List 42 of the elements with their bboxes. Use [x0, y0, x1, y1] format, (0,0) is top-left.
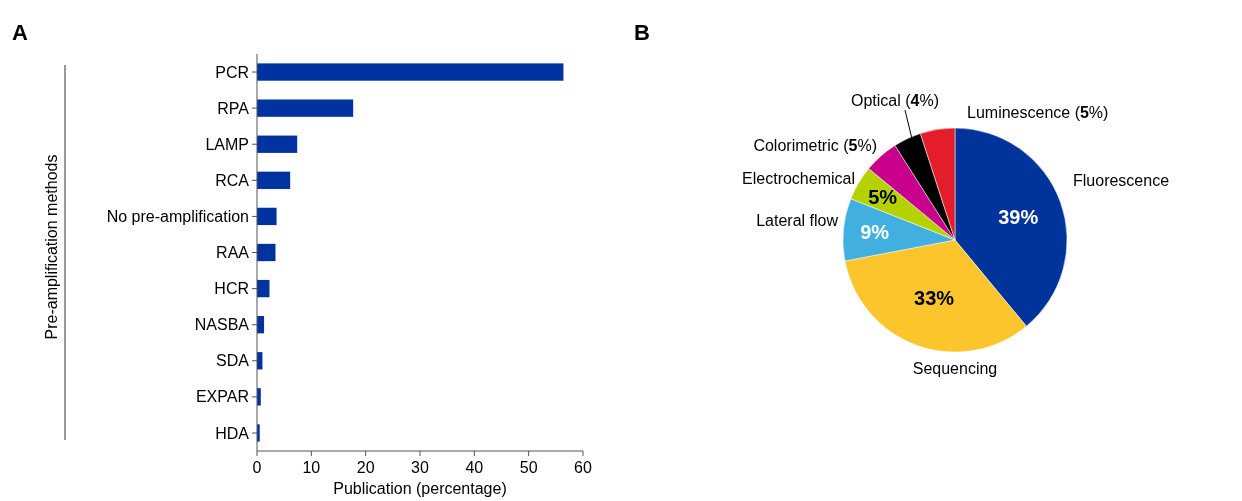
data-label: 39% [998, 206, 1039, 229]
x-tick-label: 60 [574, 459, 592, 476]
y-tick-label: RCA [215, 171, 250, 189]
bar [257, 243, 276, 262]
data-label: (5%) [843, 136, 877, 154]
x-tick-label: 0 [252, 459, 262, 476]
chart-title: B [634, 20, 650, 45]
y-tick-label: HCR [214, 280, 249, 298]
x-tick-label: 40 [465, 459, 484, 476]
text: A [12, 20, 28, 45]
bar [257, 171, 291, 189]
y-tick-label: RPA [217, 99, 250, 117]
x-tick-label: 50 [519, 459, 538, 476]
data-label: 9% [860, 221, 890, 244]
slice-label: Optical [850, 91, 901, 109]
x-tick-label: 30 [411, 459, 429, 476]
bar [257, 135, 298, 153]
x-axis-title: Publication (percentage) [333, 480, 507, 497]
x-tick-label: 20 [356, 459, 375, 476]
y-tick-label: NASBA [194, 316, 250, 334]
y-tick-label: HDA [215, 424, 250, 442]
y-tick-label: No pre-amplification [106, 208, 249, 226]
data-label: (4%) [905, 91, 940, 109]
y-tick-label: RAA [216, 244, 250, 262]
data-label: 33% [914, 286, 955, 309]
y-tick-label: SDA [216, 352, 250, 370]
y-tick-label: LAMP [205, 135, 249, 153]
bar [257, 99, 354, 117]
slice-label: Fluorescence [1073, 171, 1170, 189]
slice-label: Sequencing [912, 359, 998, 377]
x-tick-label: 10 [302, 459, 321, 476]
slice-label: Lateral flow [756, 211, 839, 229]
data-label: (5%) [1074, 103, 1109, 121]
y-tick-label: EXPAR [195, 388, 249, 406]
y-tick-label: PCR [215, 63, 249, 81]
bar [257, 207, 277, 226]
bar [257, 63, 564, 81]
y-axis-title: Pre-amplification methods [43, 154, 60, 340]
slice-label: Colorimetric [753, 136, 839, 154]
data-label: 5% [868, 186, 898, 209]
slice-label: Luminescence [967, 103, 1071, 121]
slice-label: Electrochemical [742, 169, 855, 187]
